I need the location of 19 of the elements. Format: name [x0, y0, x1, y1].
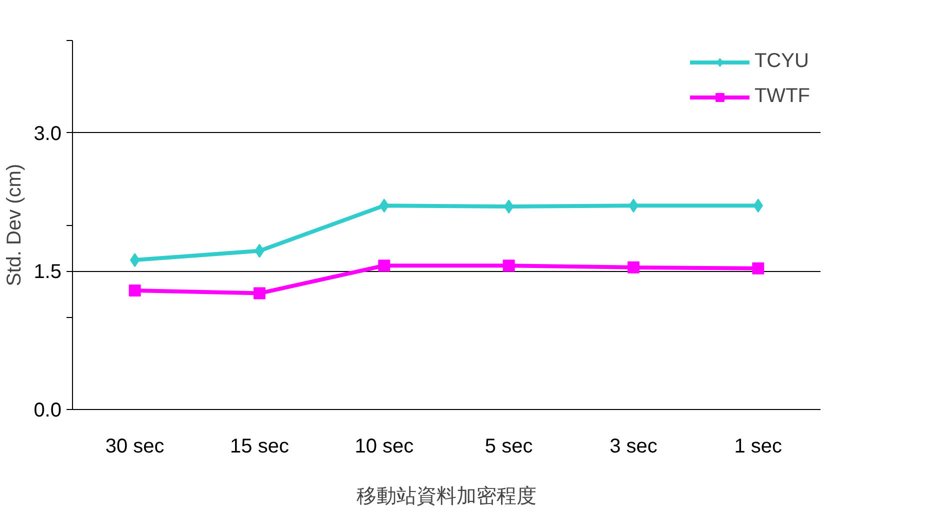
y-axis-title: Std. Dev (cm) — [4, 164, 26, 286]
x-tick-label: 30 sec — [105, 436, 164, 458]
x-axis-title: 移動站資料加密程度 — [356, 486, 536, 508]
point — [128, 284, 141, 296]
point — [752, 262, 764, 274]
legend-label: TWTF — [754, 85, 810, 108]
legend-label: TCYU — [754, 50, 809, 73]
point — [378, 260, 390, 272]
x-tick-label: 15 sec — [230, 436, 289, 458]
point — [502, 260, 515, 272]
x-tick-label: 5 sec — [484, 436, 533, 458]
x-tick-label: 1 sec — [734, 436, 782, 458]
y-tick-label: 1.5 — [34, 261, 62, 284]
y-tick-label: 3.0 — [34, 122, 62, 145]
point — [254, 287, 266, 300]
point — [628, 261, 640, 274]
x-tick-label: 3 sec — [610, 436, 658, 458]
y-tick-label: 0.0 — [34, 400, 62, 422]
x-tick-label: 10 sec — [354, 436, 414, 458]
